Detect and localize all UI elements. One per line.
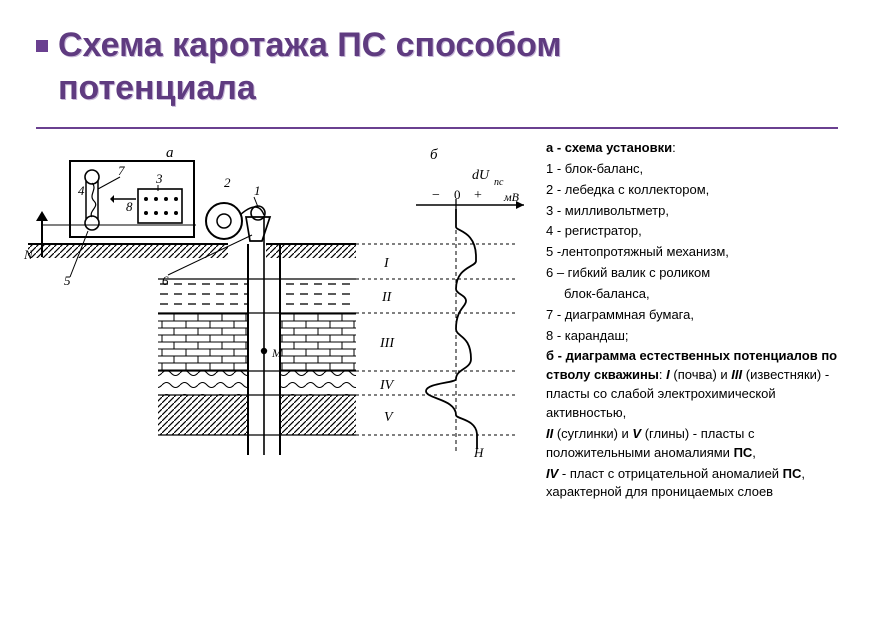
legend-a-head: а - схема установки: bbox=[546, 139, 848, 158]
num-7: 7 bbox=[118, 163, 125, 178]
legend-item-1: 1 - блок-баланс, bbox=[546, 160, 848, 179]
label-minus: − bbox=[432, 188, 440, 203]
title-bullet bbox=[36, 40, 48, 52]
legend-b-line3: IV - пласт с отрицательной аномалией ПС,… bbox=[546, 465, 848, 503]
legend-item-4: 4 - регистратор, bbox=[546, 222, 848, 241]
label-ps: пс bbox=[494, 177, 504, 188]
legend-item-6b: блок-баланса, bbox=[546, 285, 848, 304]
layer-I: I bbox=[383, 256, 390, 271]
legend-b-line2: II (суглинки) и V (глины) - пласты с пол… bbox=[546, 425, 848, 463]
legend-item-8: 8 - карандаш; bbox=[546, 327, 848, 346]
legend-item-7: 7 - диаграммная бумага, bbox=[546, 306, 848, 325]
diagram-column: N bbox=[16, 137, 536, 504]
legend-item-3: 3 - милливольтметр, bbox=[546, 202, 848, 221]
layer-IV: IV bbox=[379, 378, 395, 393]
diagram-frame: N bbox=[16, 137, 536, 461]
legend-item-5: 5 -лентопротяжный механизм, bbox=[546, 243, 848, 262]
label-plus: + bbox=[474, 188, 482, 203]
sp-curve bbox=[426, 209, 477, 449]
legend-b-line1: б - диаграмма естественных потенциалов п… bbox=[546, 347, 848, 422]
label-H: H bbox=[473, 445, 484, 459]
layer-III: III bbox=[379, 336, 395, 351]
legend-item-6: 6 – гибкий валик с роликом bbox=[546, 264, 848, 283]
title-line-1: Схема каротажа ПС способом bbox=[58, 24, 870, 67]
label-b: б bbox=[430, 147, 438, 163]
num-3: 3 bbox=[155, 171, 163, 186]
num-5: 5 bbox=[64, 273, 71, 288]
label-N: N bbox=[23, 247, 34, 262]
num-1: 1 bbox=[254, 183, 261, 198]
num-4: 4 bbox=[78, 183, 85, 198]
layer-II: II bbox=[381, 290, 393, 305]
diagram-svg: N bbox=[18, 139, 538, 459]
title-line-2: потенциала bbox=[58, 67, 870, 110]
content-row: N bbox=[0, 129, 870, 504]
num-2: 2 bbox=[224, 175, 231, 190]
legend-item-2: 2 - лебедка с коллектором, bbox=[546, 181, 848, 200]
num-6: 6 bbox=[162, 273, 169, 288]
title-region: Схема каротажа ПС способом потенциала bbox=[0, 0, 870, 123]
num-8: 8 bbox=[126, 199, 133, 214]
legend-column: а - схема установки: 1 - блок-баланс, 2 … bbox=[546, 137, 848, 504]
label-dU: dU bbox=[472, 168, 490, 183]
label-a: а bbox=[166, 145, 174, 161]
layer-V: V bbox=[384, 410, 394, 425]
label-zero: 0 bbox=[454, 187, 461, 202]
